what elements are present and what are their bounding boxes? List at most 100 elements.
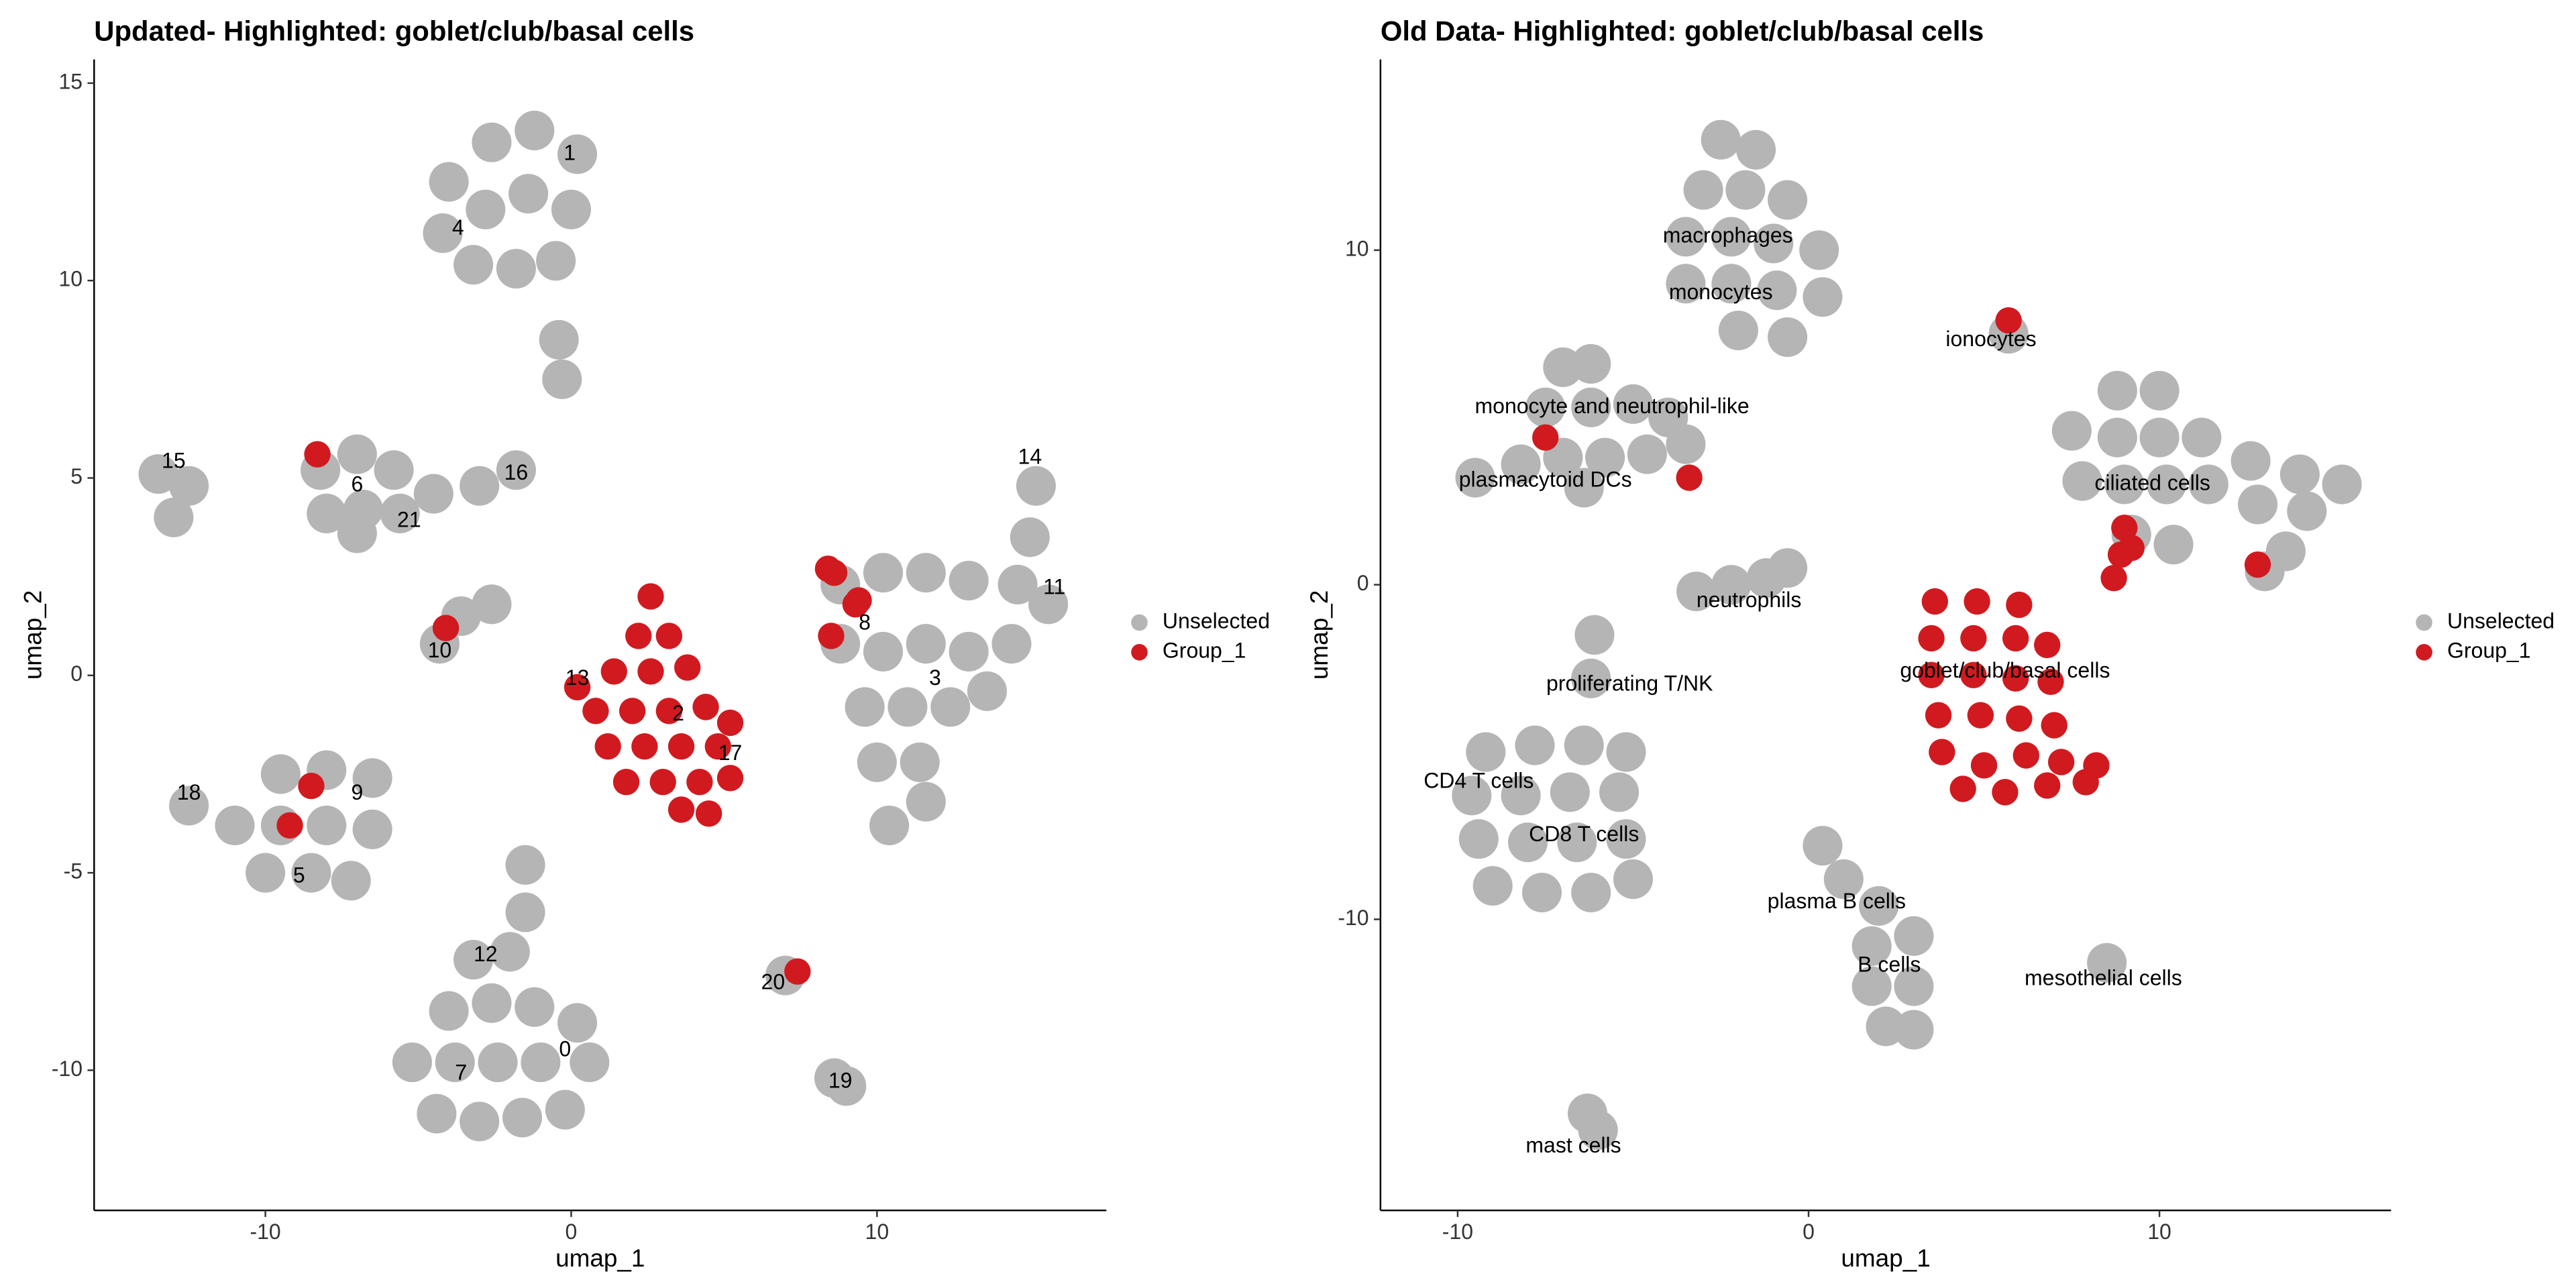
point	[695, 800, 722, 827]
point	[869, 805, 910, 845]
cluster-label: ciliated cells	[2094, 470, 2210, 494]
point	[138, 454, 178, 494]
point	[2034, 631, 2061, 659]
point	[1851, 926, 1892, 966]
x-tick-label: 0	[566, 1220, 578, 1244]
cluster-label: 12	[474, 942, 498, 966]
point	[820, 559, 848, 586]
point	[304, 441, 331, 468]
point	[1585, 437, 1625, 478]
cluster-label: 7	[455, 1061, 467, 1085]
point	[1970, 752, 1998, 779]
point	[374, 450, 414, 490]
cluster-label: 0	[559, 1036, 571, 1061]
point	[1666, 217, 1706, 257]
point	[1799, 230, 1839, 270]
point	[2012, 742, 2039, 769]
point	[2097, 370, 2137, 411]
point	[2041, 712, 2068, 739]
point	[169, 466, 209, 506]
point	[1666, 424, 1706, 464]
chart-title: Old Data- Highlighted: goblet/club/basal…	[1381, 15, 1984, 46]
y-tick-label: 0	[1357, 571, 1369, 595]
point	[949, 560, 989, 601]
point	[515, 111, 555, 151]
point	[1964, 588, 1990, 615]
point	[2072, 769, 2099, 796]
y-axis-title: umap_2	[19, 590, 46, 680]
series-points	[138, 111, 1069, 1142]
point	[655, 623, 683, 649]
cluster-label: plasmacytoid DCs	[1459, 467, 1632, 491]
point	[2097, 417, 2137, 458]
point	[784, 958, 811, 985]
y-axis-title: umap_2	[1305, 590, 1333, 680]
point	[1701, 119, 1741, 160]
point	[337, 434, 377, 474]
point	[460, 466, 500, 506]
point	[1995, 307, 2022, 334]
legend-key	[2416, 614, 2432, 631]
cluster-label: 9	[351, 780, 363, 804]
legend-label: Unselected	[1163, 608, 1270, 633]
panel: Old Data- Highlighted: goblet/club/basal…	[1305, 15, 2555, 1272]
point	[1918, 625, 1945, 652]
point	[906, 782, 946, 822]
point	[1501, 444, 1541, 484]
point	[490, 932, 530, 972]
point	[423, 213, 463, 254]
y-tick-label: 15	[58, 69, 83, 93]
point	[417, 1093, 457, 1134]
point	[1564, 468, 1604, 508]
point	[496, 249, 536, 289]
legend-key	[2416, 644, 2432, 661]
point	[930, 687, 971, 727]
point	[1452, 775, 1492, 816]
point	[949, 631, 989, 672]
point	[594, 733, 621, 760]
x-tick-label: -10	[250, 1220, 280, 1244]
point	[331, 861, 371, 901]
cluster-label: 8	[859, 610, 871, 635]
point	[1571, 872, 1611, 913]
point	[352, 809, 392, 849]
point	[1571, 343, 1611, 384]
cluster-label: ionocytes	[1945, 327, 2036, 351]
point	[539, 319, 579, 360]
cluster-label: 1	[564, 140, 576, 164]
point	[1768, 317, 1808, 358]
point	[1992, 779, 2019, 806]
point	[429, 991, 469, 1031]
point	[704, 733, 731, 760]
point	[900, 742, 940, 782]
point	[1757, 270, 1797, 311]
point	[1949, 775, 1976, 802]
point	[716, 709, 744, 737]
point	[1606, 819, 1646, 859]
point	[2139, 417, 2180, 458]
point	[545, 1089, 585, 1130]
point	[2006, 591, 2033, 619]
point	[536, 241, 576, 281]
point	[2244, 551, 2271, 578]
point	[1683, 170, 1723, 210]
point	[298, 772, 325, 800]
point	[1925, 702, 1952, 729]
x-tick-label: 10	[2147, 1220, 2171, 1244]
point	[472, 584, 512, 625]
point	[2188, 464, 2229, 504]
point	[505, 845, 545, 885]
point	[2182, 417, 2222, 458]
cluster-label: proliferating T/NK	[1546, 672, 1713, 696]
point	[1929, 739, 1955, 765]
x-axis-title: umap_1	[1841, 1244, 1930, 1272]
cluster-label: 6	[351, 472, 363, 496]
y-tick-label: 10	[1345, 236, 1369, 260]
cluster-label: mesothelial cells	[2025, 966, 2182, 990]
x-tick-label: 0	[1803, 1220, 1815, 1244]
point	[600, 658, 627, 685]
point	[2279, 454, 2320, 494]
point	[1803, 826, 1843, 866]
point	[863, 553, 903, 593]
point	[1754, 223, 1794, 264]
